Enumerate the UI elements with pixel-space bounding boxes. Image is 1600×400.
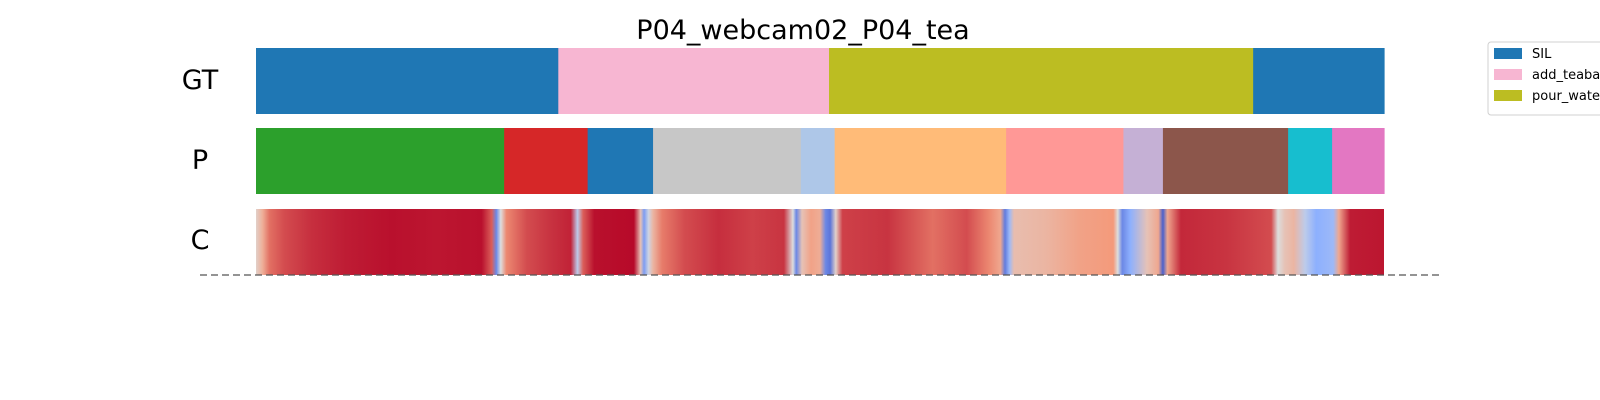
gt-segment-3 bbox=[829, 48, 1254, 114]
row-label-p: P bbox=[192, 145, 208, 176]
legend-swatch-3 bbox=[1494, 90, 1522, 101]
gt-segment-2 bbox=[558, 48, 830, 114]
prediction-segment-10 bbox=[1288, 128, 1333, 194]
prediction-segment-track bbox=[256, 128, 1385, 194]
row-label-c: C bbox=[191, 225, 210, 256]
prediction-segment-5 bbox=[800, 128, 836, 194]
prediction-segment-3 bbox=[587, 128, 654, 194]
legend-label-2: add_teaba bbox=[1532, 68, 1600, 83]
prediction-segment-7 bbox=[1006, 128, 1125, 194]
legend-label-3: pour_wate bbox=[1532, 89, 1600, 104]
prediction-segment-11 bbox=[1332, 128, 1385, 194]
prediction-segment-1 bbox=[256, 128, 505, 194]
legend-swatch-2 bbox=[1494, 69, 1522, 80]
chart-title: P04_webcam02_P04_tea bbox=[636, 15, 969, 46]
prediction-segment-4 bbox=[653, 128, 802, 194]
gt-segment-4 bbox=[1253, 48, 1385, 114]
prediction-segment-9 bbox=[1162, 128, 1289, 194]
prediction-segment-6 bbox=[834, 128, 1007, 194]
gt-segment-track bbox=[256, 48, 1385, 114]
prediction-segment-8 bbox=[1123, 128, 1164, 194]
confidence-strip bbox=[256, 209, 1384, 275]
gt-segment-1 bbox=[256, 48, 559, 114]
legend: SIL add_teaba pour_wate bbox=[1487, 41, 1600, 116]
row-label-gt: GT bbox=[182, 65, 219, 96]
legend-swatch-1 bbox=[1494, 48, 1522, 59]
prediction-segment-2 bbox=[504, 128, 589, 194]
legend-label-1: SIL bbox=[1532, 47, 1552, 62]
